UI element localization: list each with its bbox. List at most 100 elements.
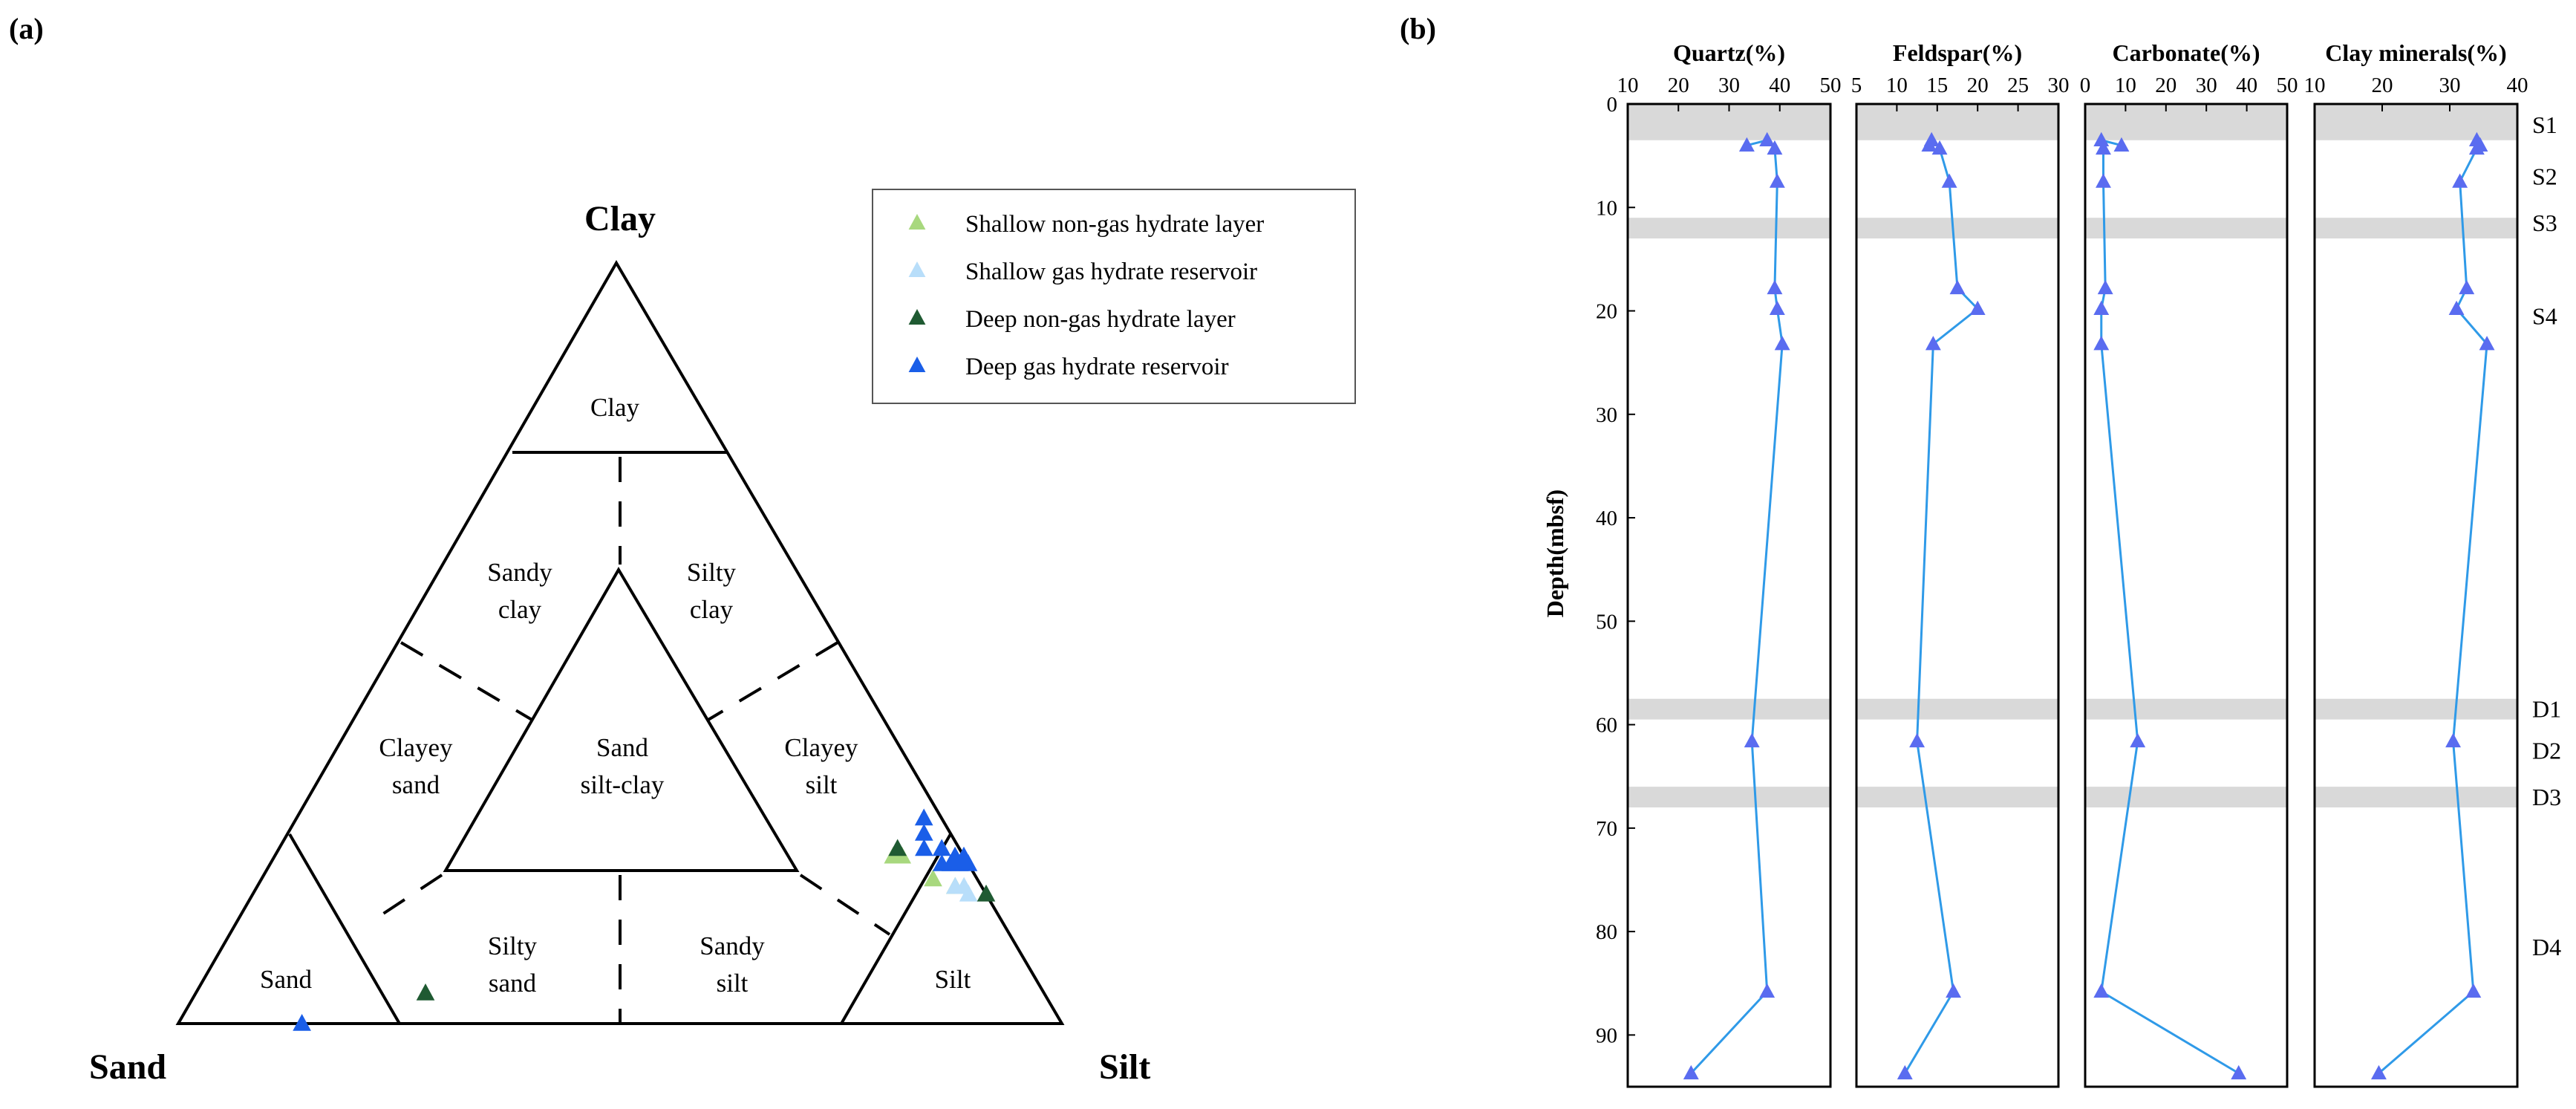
region-label-silty-sand-1: Silty xyxy=(488,931,538,960)
profile-panel-0: 10 20 30 40 50 Quartz(%) xyxy=(1617,39,1842,1088)
xtick-label-3-1: 20 xyxy=(2372,74,2393,97)
profile-point-2-3 xyxy=(2096,173,2111,188)
profile-point-0-0 xyxy=(1738,137,1755,152)
region-label-sandy-clay-2: clay xyxy=(498,595,542,624)
ternary-point-s2-1 xyxy=(976,884,996,902)
profile-point-0-4 xyxy=(1767,279,1783,295)
band-3-3 xyxy=(2315,787,2517,807)
ternary-point-s2-0 xyxy=(888,839,907,856)
dashed-upper-right xyxy=(705,641,839,722)
region-label-sand: Sand xyxy=(260,965,313,994)
region-label-sandy-silt-2: silt xyxy=(717,969,749,998)
ytick-label-7: 70 xyxy=(1596,817,1617,841)
dashed-lower-left xyxy=(368,874,443,924)
profile-point-1-1 xyxy=(1923,131,1940,146)
region-label-silty-clay-2: clay xyxy=(690,595,734,624)
panel-a-label: (a) xyxy=(9,12,44,45)
region-label-center-2: silt-clay xyxy=(581,770,665,799)
profile-line-3 xyxy=(2378,136,2488,1075)
xtick-label-1-2: 15 xyxy=(1926,74,1948,97)
legend-label-3: Deep gas hydrate reservoir xyxy=(965,354,1229,380)
profile-point-1-3 xyxy=(1941,173,1957,188)
profile-point-0-7 xyxy=(1744,732,1760,748)
profile-frame-3 xyxy=(2313,103,2519,1088)
profile-line-2 xyxy=(2099,138,2240,1075)
xtick-label-2-4: 40 xyxy=(2236,74,2257,97)
ytick-label-1: 10 xyxy=(1596,196,1617,220)
interval-label-s3: S3 xyxy=(2532,209,2557,236)
interval-label-d2: D2 xyxy=(2532,737,2561,764)
ytick-label-9: 90 xyxy=(1596,1024,1617,1047)
region-label-silty-sand-2: sand xyxy=(489,969,537,998)
ternary-point-s3-0 xyxy=(914,808,933,826)
profile-frame-2 xyxy=(2084,103,2289,1088)
dashed-upper-left xyxy=(400,641,535,722)
profile-point-3-9 xyxy=(2371,1064,2387,1080)
ytick-label-4: 40 xyxy=(1596,507,1617,530)
sand-boundary-line xyxy=(288,833,401,1025)
xtick-label-1-1: 10 xyxy=(1886,74,1908,97)
region-label-clayey-sand-1: Clayey xyxy=(379,733,453,762)
profile-point-3-2 xyxy=(2468,140,2485,155)
region-label-silt: Silt xyxy=(935,965,971,994)
region-label-clay: Clay xyxy=(590,393,640,422)
profile-point-2-9 xyxy=(2231,1064,2247,1080)
region-label-clayey-silt-2: silt xyxy=(806,770,838,799)
region-label-silty-clay-1: Silty xyxy=(687,558,737,587)
panel-b: (b) Depth(mbsf) 10 20 30 40 50 Quartz(%) 5 10 15… xyxy=(1400,12,2561,1088)
dashed-boundaries xyxy=(368,457,891,1024)
band-1-3 xyxy=(1856,787,2058,807)
ytick-label-2: 20 xyxy=(1596,300,1617,324)
band-2-3 xyxy=(2085,787,2287,807)
ternary-point-s1-2 xyxy=(959,884,978,902)
ternary-points xyxy=(293,808,996,1031)
profile-point-0-9 xyxy=(1683,1064,1699,1080)
interval-label-s2: S2 xyxy=(2532,163,2557,189)
legend-label-2: Deep non-gas hydrate layer xyxy=(965,306,1236,333)
profile-point-2-8 xyxy=(2093,983,2110,998)
profile-point-2-0 xyxy=(2113,137,2130,152)
band-2-1 xyxy=(2085,218,2287,239)
xtick-label-2-0: 0 xyxy=(2080,74,2091,97)
band-1-0 xyxy=(1856,104,2058,140)
ytick-label-8: 80 xyxy=(1596,920,1617,944)
profile-point-2-1 xyxy=(2093,131,2110,146)
region-label-sandy-silt-1: Sandy xyxy=(700,931,765,960)
profile-point-3-3 xyxy=(2452,173,2468,188)
profile-line-1 xyxy=(1903,138,1980,1074)
legend: Shallow non-gas hydrate layer Shallow gas… xyxy=(872,189,1356,404)
profile-point-0-6 xyxy=(1774,336,1790,351)
profile-title-1: Feldspar(%) xyxy=(1893,39,2022,66)
interval-label-d1: D1 xyxy=(2532,696,2561,723)
depth-profiles: 10 20 30 40 50 Quartz(%) 5 10 15 20 25 30 Feldspar(%… xyxy=(1596,39,2561,1088)
interval-labels: S1 S2 S3 S4 D1 D2 D3 D4 xyxy=(2532,111,2561,960)
profile-point-1-6 xyxy=(1925,336,1941,351)
profile-point-2-7 xyxy=(2130,732,2146,748)
region-label-clayey-silt-1: Clayey xyxy=(784,733,858,762)
band-3-1 xyxy=(2315,218,2517,239)
panel-b-label: (b) xyxy=(1400,12,1436,45)
profile-point-1-2 xyxy=(1931,140,1948,155)
profile-point-1-4 xyxy=(1949,279,1966,295)
legend-marker-0 xyxy=(908,214,926,230)
interval-label-d3: D3 xyxy=(2532,784,2561,810)
xtick-label-2-2: 20 xyxy=(2155,74,2176,97)
profile-point-1-5 xyxy=(1969,300,1986,315)
dashed-lower-right xyxy=(799,874,891,936)
profile-title-3: Clay minerals(%) xyxy=(2325,39,2506,66)
band-0-3 xyxy=(1628,787,1830,807)
band-1-1 xyxy=(1856,218,2058,239)
profile-title-0: Quartz(%) xyxy=(1673,39,1785,66)
band-2-2 xyxy=(2085,698,2287,720)
profile-point-2-6 xyxy=(2093,336,2110,351)
xtick-label-3-0: 10 xyxy=(2304,74,2326,97)
profile-point-3-5 xyxy=(2448,300,2465,315)
ternary-point-s3-2 xyxy=(915,839,933,856)
region-label-sandy-clay-1: Sandy xyxy=(487,558,552,587)
profile-frame-0 xyxy=(1626,103,1832,1088)
legend-label-0: Shallow non-gas hydrate layer xyxy=(965,211,1264,238)
silt-boundary-line xyxy=(840,833,952,1024)
xtick-label-1-5: 30 xyxy=(2048,74,2070,97)
